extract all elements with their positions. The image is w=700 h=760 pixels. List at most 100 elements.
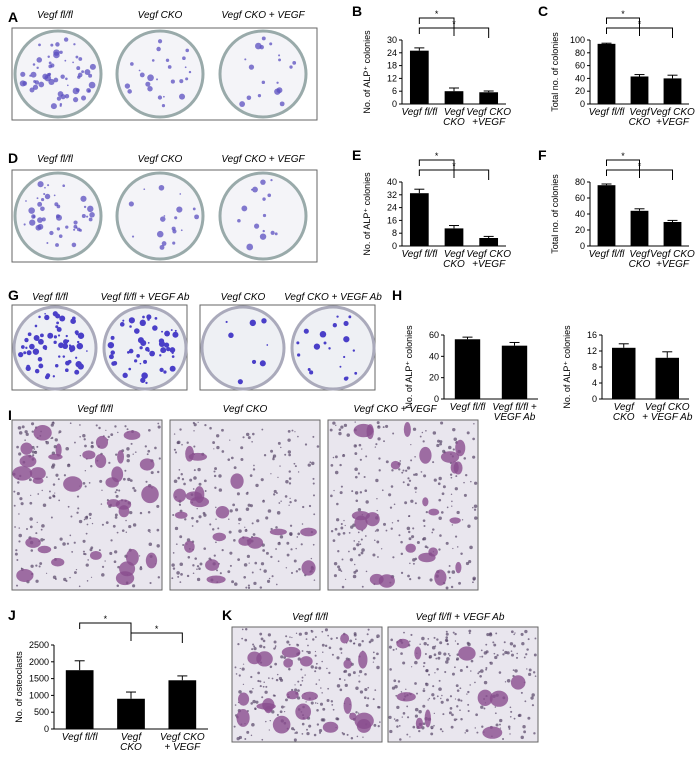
cell <box>420 471 423 473</box>
cell <box>247 503 251 507</box>
colony <box>41 197 45 202</box>
cell <box>424 653 427 656</box>
cell <box>157 425 161 429</box>
colony <box>29 87 35 93</box>
cell <box>179 581 182 584</box>
cell <box>452 427 456 432</box>
cell <box>443 652 447 656</box>
cell <box>203 547 207 550</box>
cell <box>251 723 255 727</box>
y-tick-label: 8 <box>592 362 597 372</box>
cell <box>439 440 443 444</box>
cell <box>199 562 203 566</box>
cell <box>241 628 244 631</box>
cell <box>468 560 472 564</box>
colony <box>239 101 246 107</box>
error-bar <box>462 336 473 340</box>
osteoclast <box>301 560 316 576</box>
y-tick-label: 24 <box>387 203 397 213</box>
y-tick-label: 24 <box>387 48 397 58</box>
cell <box>316 723 320 726</box>
colony <box>262 229 265 233</box>
cell <box>432 697 436 700</box>
cell <box>280 446 282 449</box>
colony <box>37 217 43 223</box>
cell <box>338 431 342 436</box>
colony <box>46 72 51 77</box>
panel-letter: B <box>352 3 362 19</box>
cell <box>372 651 375 654</box>
colony <box>143 188 146 191</box>
cell <box>353 570 357 574</box>
colony <box>262 213 267 218</box>
cell <box>425 429 427 432</box>
cell <box>527 638 530 641</box>
cell <box>78 519 83 524</box>
cell <box>246 554 250 559</box>
cell <box>285 698 288 702</box>
cell <box>266 579 271 583</box>
cell <box>260 562 265 566</box>
x-tick-label: Vegf CKO <box>629 107 651 128</box>
cell <box>410 459 413 462</box>
cell <box>522 724 526 729</box>
colony <box>296 341 300 345</box>
colony <box>57 334 61 337</box>
significance-label: * <box>155 624 159 634</box>
osteoclast <box>174 511 188 519</box>
cell <box>372 661 375 663</box>
cell <box>367 697 370 700</box>
osteoclast <box>16 569 34 583</box>
colony <box>156 46 161 52</box>
cell <box>408 537 412 541</box>
cell <box>393 503 396 506</box>
y-tick-label: 30 <box>387 35 397 45</box>
cell <box>414 472 418 476</box>
cell <box>433 636 436 639</box>
cell <box>277 476 279 479</box>
cell <box>472 581 474 584</box>
cell <box>392 432 395 435</box>
cell <box>215 506 217 509</box>
cell <box>184 518 187 521</box>
colony <box>343 336 350 343</box>
cell <box>428 697 431 700</box>
cell <box>412 527 415 530</box>
cell <box>242 663 245 665</box>
cell <box>83 518 86 521</box>
cell <box>434 672 436 674</box>
colony <box>128 201 134 207</box>
cell <box>374 446 377 448</box>
cell <box>259 685 262 688</box>
cell <box>513 717 516 720</box>
cell <box>376 652 379 656</box>
osteoclast <box>82 450 96 460</box>
cell <box>396 719 399 722</box>
cell <box>356 543 360 547</box>
cell <box>530 696 534 700</box>
cell <box>394 685 398 689</box>
cell <box>261 428 264 431</box>
cell <box>179 504 181 506</box>
colony <box>176 206 183 213</box>
cell <box>333 489 335 492</box>
error-bar <box>634 74 645 77</box>
photo-caption: Vegf fl/fl <box>32 292 69 303</box>
cell <box>314 636 317 638</box>
cell <box>388 715 392 720</box>
colony <box>257 94 262 98</box>
cell <box>361 448 363 450</box>
cell <box>312 543 315 546</box>
cell <box>436 668 439 671</box>
cell <box>253 581 257 585</box>
cell <box>18 452 22 456</box>
cell <box>470 670 472 672</box>
cell <box>329 428 333 432</box>
colony <box>55 325 59 329</box>
cell <box>251 571 254 574</box>
cell <box>350 525 354 529</box>
osteoclast <box>405 543 416 553</box>
osteoclast <box>51 558 65 567</box>
significance-label: * <box>638 19 642 29</box>
cell <box>236 492 240 496</box>
